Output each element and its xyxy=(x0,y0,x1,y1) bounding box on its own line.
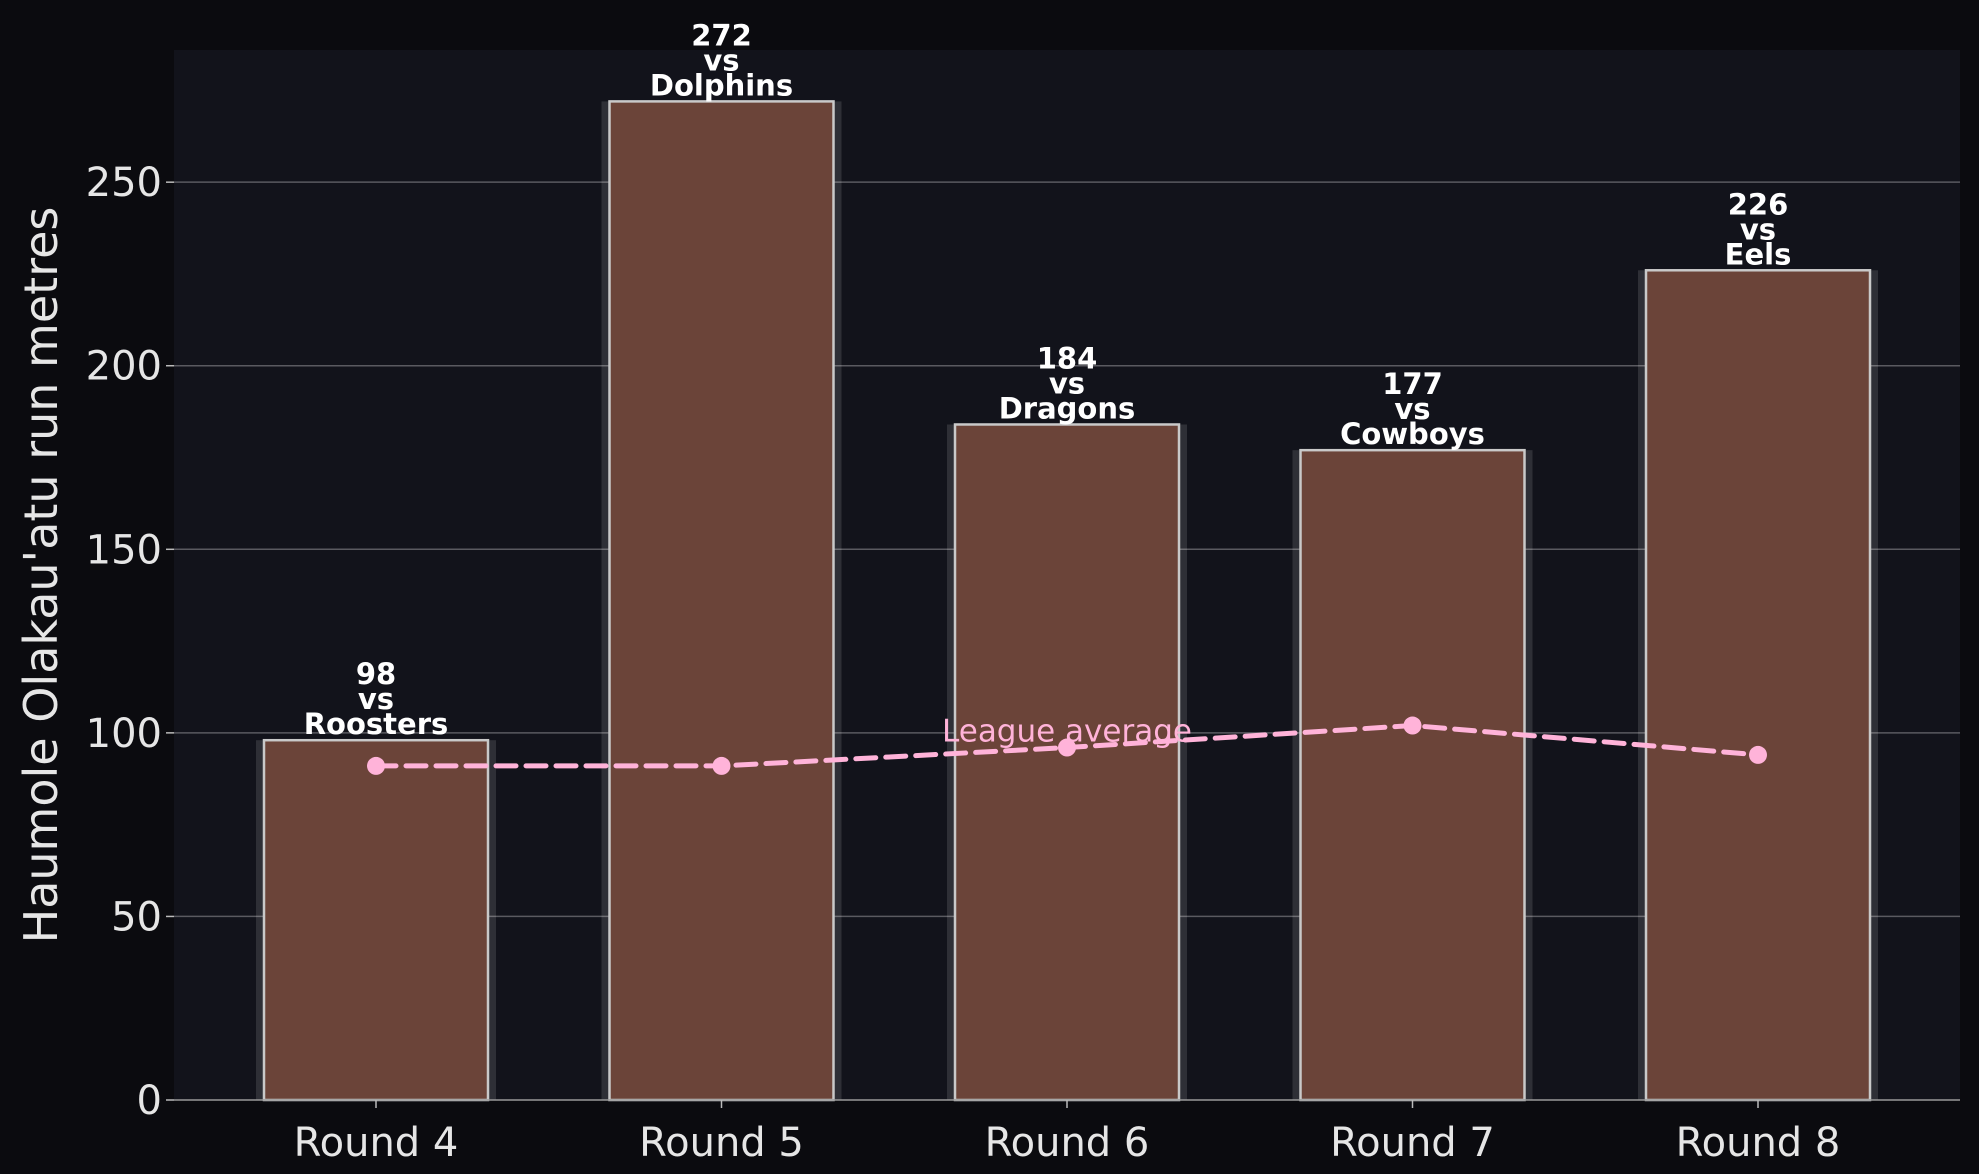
league-average-point-1 xyxy=(367,756,385,775)
bar-label-value-1: 98 xyxy=(356,657,396,691)
bar-label-vs-3: vs xyxy=(1049,366,1085,400)
league-average-line: League average xyxy=(367,714,1767,775)
y-tick-label-100: 100 xyxy=(86,711,162,757)
bar-round-5 xyxy=(608,100,835,1102)
x-tick-label-4: Round 7 xyxy=(1330,1120,1495,1166)
y-tick-label-50: 50 xyxy=(111,894,162,940)
axes: 0 50 100 150 200 250 Round 4 Round 5 Round 6 Roun… xyxy=(86,160,1960,1166)
league-average-point-4 xyxy=(1403,716,1422,735)
bar-round-4 xyxy=(262,738,490,1102)
bar-label-vs-2: vs xyxy=(703,43,739,77)
bar-round-8 xyxy=(1644,269,1872,1102)
bar-label-vs-4: vs xyxy=(1394,392,1430,426)
bar-labels: 98vsRoosters272vsDolphins184vsDragons177… xyxy=(304,18,1792,741)
bar-label-value-2: 272 xyxy=(691,18,752,52)
x-tick-label-5: Round 8 xyxy=(1676,1120,1841,1166)
y-tick-label-200: 200 xyxy=(86,344,162,390)
bar-round-7 xyxy=(1299,448,1526,1102)
bar-label-value-4: 177 xyxy=(1382,367,1443,401)
y-tick-label-250: 250 xyxy=(86,160,162,206)
x-tick-label-2: Round 5 xyxy=(639,1120,804,1166)
league-average-point-5 xyxy=(1749,745,1767,764)
bar-label-opponent-5: Eels xyxy=(1725,237,1792,271)
y-tick-label-0: 0 xyxy=(137,1078,162,1124)
x-tick-label-1: Round 4 xyxy=(294,1120,459,1166)
league-average-point-3 xyxy=(1058,738,1076,757)
y-tick-label-150: 150 xyxy=(86,527,162,573)
bar-label-opponent-1: Roosters xyxy=(304,707,449,741)
x-tick-label-3: Round 6 xyxy=(985,1120,1150,1166)
league-average-point-2 xyxy=(712,756,731,775)
bar-label-value-5: 226 xyxy=(1728,187,1789,221)
league-average-label: League average xyxy=(942,714,1192,750)
y-axis-label: Haumole Olakau'atu run metres xyxy=(14,207,68,944)
bar-label-value-3: 184 xyxy=(1037,341,1098,375)
bars xyxy=(256,100,1878,1102)
bar-label-opponent-2: Dolphins xyxy=(650,68,793,102)
bar-label-vs-1: vs xyxy=(358,682,394,716)
bar-label-opponent-3: Dragons xyxy=(999,391,1136,425)
bar-label-vs-5: vs xyxy=(1740,212,1776,246)
bar-round-6 xyxy=(953,423,1181,1102)
bar-label-opponent-4: Cowboys xyxy=(1340,417,1485,451)
